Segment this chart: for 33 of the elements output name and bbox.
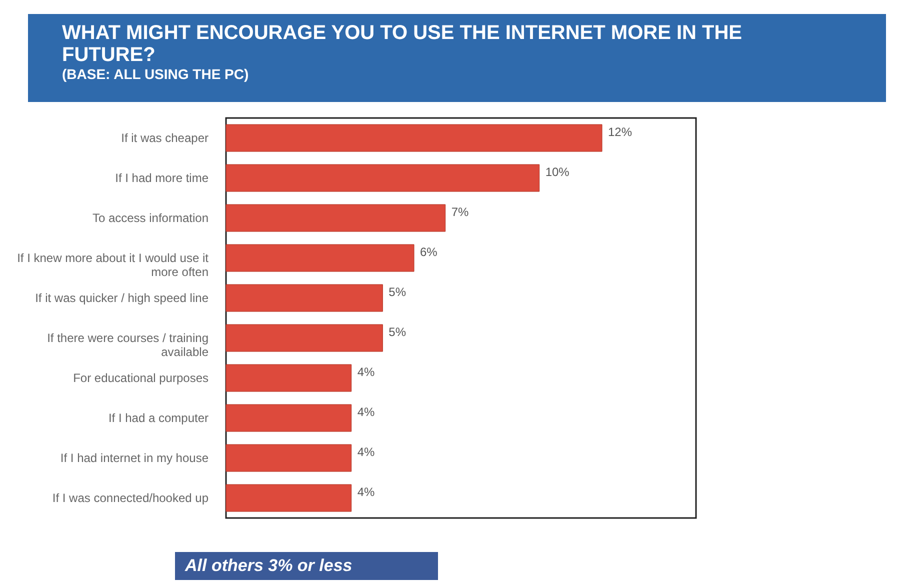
data-label: 6% xyxy=(420,245,438,259)
y-tick-label: To access information xyxy=(92,211,208,225)
bar xyxy=(226,124,602,152)
y-tick-label: If I had a computer xyxy=(108,411,208,425)
data-label: 12% xyxy=(608,125,632,139)
bar xyxy=(226,284,383,312)
text: All others 3% or less xyxy=(175,552,438,580)
y-tick-label: If I was connected/hooked up xyxy=(52,491,209,505)
bar xyxy=(226,204,446,232)
data-label: 5% xyxy=(388,325,406,339)
data-label: 4% xyxy=(357,365,376,379)
data-label: 5% xyxy=(388,285,406,299)
y-tick-label: If I had more time xyxy=(115,171,209,185)
bar xyxy=(226,364,352,392)
chart-title: WHAT MIGHT ENCOURAGE YOU TO USE THE INTERNET MORE IN THE FUTURE? xyxy=(62,22,744,66)
bar xyxy=(226,324,383,352)
data-label: 4% xyxy=(357,445,376,459)
bar xyxy=(226,444,352,472)
bar xyxy=(226,484,352,512)
data-label: 4% xyxy=(357,405,376,419)
y-tick-label: If there were courses / training available xyxy=(47,331,209,359)
y-tick-label: If I knew more about it I would use it more often xyxy=(17,251,210,279)
data-label: 10% xyxy=(545,165,570,179)
y-tick-label: If I had internet in my house xyxy=(60,451,209,465)
bar xyxy=(226,244,414,272)
bar xyxy=(226,404,352,432)
y-tick-label: For educational purposes xyxy=(73,371,208,385)
bar xyxy=(226,164,540,192)
data-label: 4% xyxy=(357,485,376,499)
chart-subtitle: (BASE: ALL USING THE PC) xyxy=(62,66,250,82)
y-tick-label: If it was quicker / high speed line xyxy=(35,291,209,305)
data-label: 7% xyxy=(451,205,470,219)
y-tick-label: If it was cheaper xyxy=(121,131,209,145)
